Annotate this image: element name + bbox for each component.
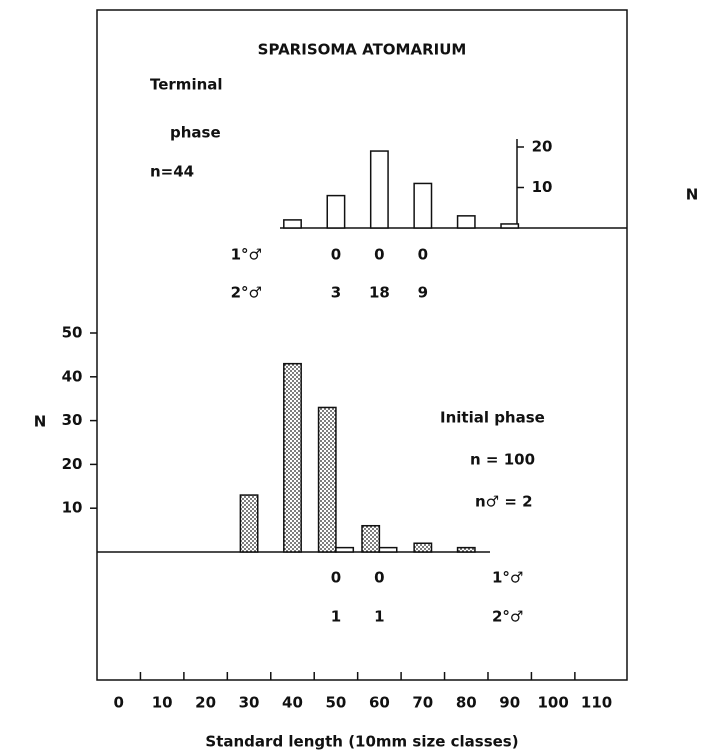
row-value: 3 [331, 284, 341, 302]
x-tick-label: 60 [369, 694, 390, 712]
bar [283, 219, 302, 229]
row-value: 1 [374, 608, 384, 626]
row-label: 2°♂ [231, 284, 262, 302]
chart-title: SPARISOMA ATOMARIUM [258, 41, 467, 59]
annotation: n = 100 [470, 451, 535, 469]
row-value: 0 [331, 569, 341, 587]
y-tick-label: 40 [62, 367, 83, 385]
bar [335, 546, 355, 553]
row-value: 0 [418, 246, 428, 264]
row-value: 9 [418, 284, 428, 302]
row-label: 2°♂ [492, 608, 523, 626]
x-axis-label: Standard length (10mm size classes) [205, 733, 518, 751]
bar [456, 546, 476, 553]
x-tick-label: 90 [499, 694, 520, 712]
bar [326, 194, 346, 229]
bar [378, 546, 398, 553]
bar [317, 406, 337, 553]
x-tick-label: 50 [325, 694, 346, 712]
row-label: 1°♂ [231, 246, 262, 264]
bar [456, 215, 476, 229]
y-tick-label: 20 [532, 138, 553, 156]
bar [283, 362, 302, 553]
row-value: 0 [374, 246, 384, 264]
x-tick-label: 10 [152, 694, 173, 712]
x-tick-label: 110 [581, 694, 612, 712]
bar [413, 542, 433, 553]
x-tick-label: 80 [456, 694, 477, 712]
row-label: 1°♂ [492, 569, 523, 587]
y-axis-label: N [686, 186, 699, 204]
row-value: 18 [369, 284, 390, 302]
y-tick-label: 50 [62, 324, 83, 342]
y-tick-label: 20 [62, 455, 83, 473]
frame [96, 9, 628, 681]
y-tick-label: 10 [532, 178, 553, 196]
x-tick-label: 20 [195, 694, 216, 712]
annotation: phase [170, 124, 221, 142]
annotation: n=44 [150, 163, 194, 181]
x-tick-label: 40 [282, 694, 303, 712]
bar [413, 182, 433, 229]
y-tick-label: 10 [62, 499, 83, 517]
annotation: Terminal [150, 76, 223, 94]
x-tick-label: 70 [412, 694, 433, 712]
y-tick-label: 30 [62, 411, 83, 429]
bar [500, 223, 520, 229]
x-tick-label: 30 [239, 694, 260, 712]
bar [239, 494, 259, 553]
row-value: 0 [331, 246, 341, 264]
annotation: Initial phase [440, 409, 545, 427]
x-tick-label: 100 [537, 694, 568, 712]
bar [369, 150, 389, 229]
row-value: 0 [374, 569, 384, 587]
x-tick-label: 0 [114, 694, 124, 712]
row-value: 1 [331, 608, 341, 626]
y-axis-label: N [34, 413, 47, 431]
bar [361, 524, 381, 553]
annotation: n♂ = 2 [475, 493, 533, 511]
